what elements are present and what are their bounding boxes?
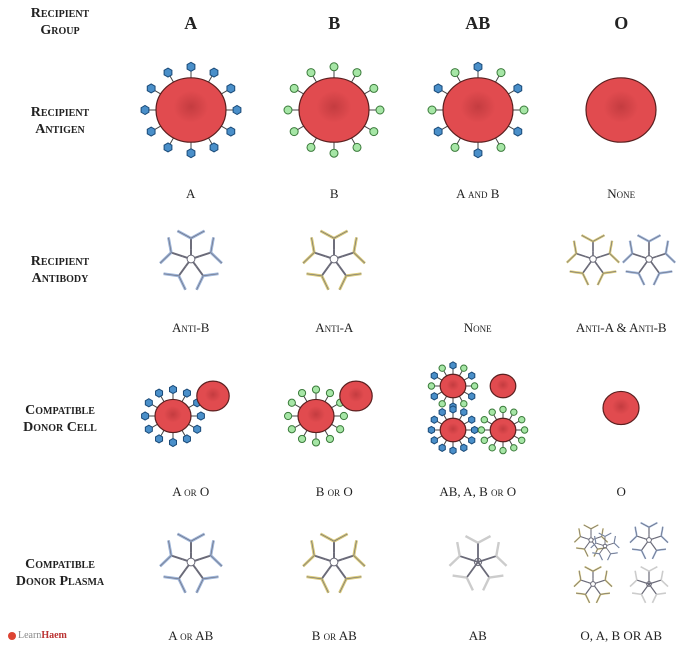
antibody-A: Anti-B (120, 206, 262, 336)
donor-plasma-O: O, A, B OR AB (551, 504, 693, 644)
col-header-A: A (184, 13, 197, 34)
donor-plasma-B: B or AB (264, 504, 406, 644)
donor-cell-AB: AB, A, B or O (407, 340, 549, 500)
donor-plasma-AB: AB (407, 504, 549, 644)
antigen-B: B (264, 42, 406, 202)
donor-cell-O-caption: O (617, 484, 626, 500)
col-header-O: O (614, 13, 628, 34)
antigen-A: A (120, 42, 262, 202)
row-header-antibody: Recipient Antibody (8, 254, 108, 288)
row-header-group: Recipient Group (8, 6, 108, 40)
row-header-antigen: Recipient Antigen (8, 105, 108, 139)
antigen-B-caption: B (330, 186, 339, 202)
donor-cell-B-caption: B or O (316, 484, 353, 500)
donor-cell-A-caption: A or O (172, 484, 209, 500)
col-header-B: B (328, 13, 340, 34)
antigen-A-caption: A (186, 186, 195, 202)
antigen-O-caption: None (607, 186, 635, 202)
antibody-B: Anti-A (264, 206, 406, 336)
antibody-B-caption: Anti-A (315, 320, 353, 336)
donor-cell-A: A or O (120, 340, 262, 500)
antibody-AB: None (407, 206, 549, 336)
donor-cell-AB-caption: AB, A, B or O (439, 484, 516, 500)
footer-brand: LearnHaem (8, 630, 692, 641)
row-header-donor-cell: Compatible Donor Cell (8, 403, 108, 437)
antibody-O-caption: Anti-A & Anti-B (576, 320, 667, 336)
antibody-O: Anti-A & Anti-B (551, 206, 693, 336)
donor-plasma-A: A or AB (120, 504, 262, 644)
antibody-AB-caption: None (464, 320, 492, 336)
blood-type-chart: Recipient GroupABABORecipient Antigen A … (8, 8, 692, 644)
donor-cell-B: B or O (264, 340, 406, 500)
antigen-O: None (551, 42, 693, 202)
antibody-A-caption: Anti-B (172, 320, 209, 336)
donor-cell-O: O (551, 340, 693, 500)
row-header-donor-plasma: Compatible Donor Plasma (8, 557, 108, 591)
antigen-AB-caption: A and B (456, 186, 499, 202)
antigen-AB: A and B (407, 42, 549, 202)
col-header-AB: AB (465, 13, 490, 34)
